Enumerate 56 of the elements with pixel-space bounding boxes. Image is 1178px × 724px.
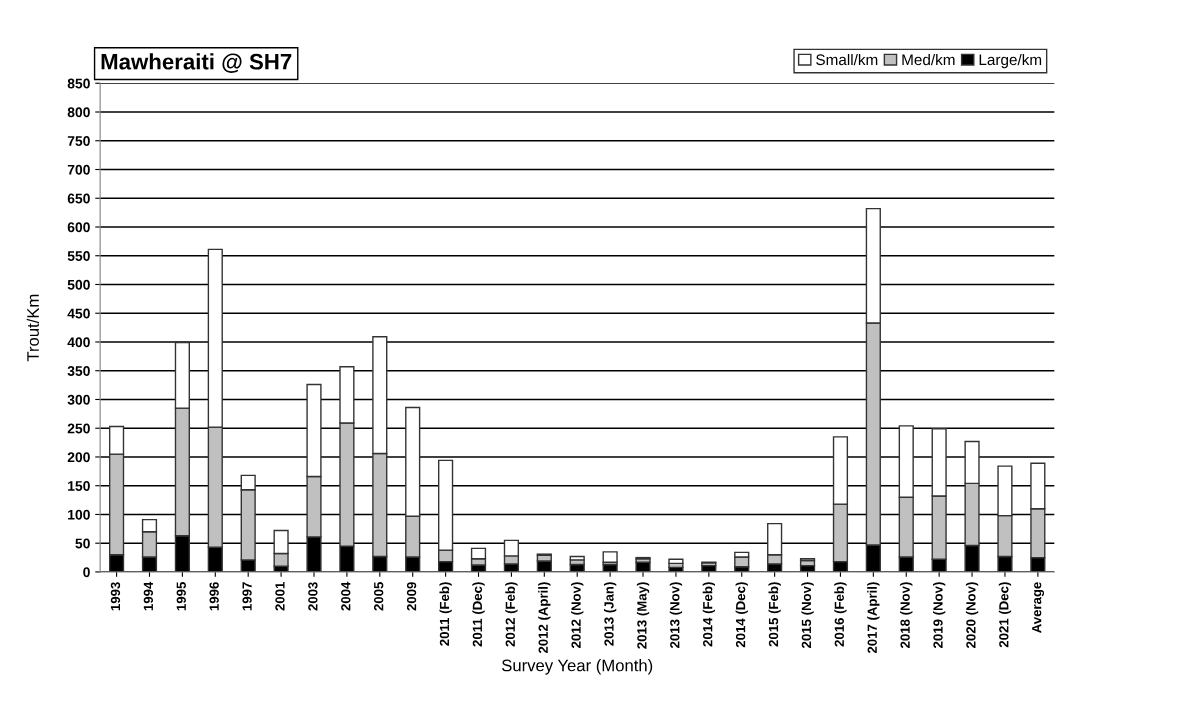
y-tick-label: 700 <box>67 164 90 175</box>
x-tick-label: 2015 (Feb) <box>768 582 781 647</box>
x-tick-label: 2014 (Dec) <box>735 582 748 648</box>
y-tick-label: 800 <box>67 107 90 118</box>
x-tick-label: 2001 <box>275 582 285 611</box>
x-tick-label: 2013 (Jan) <box>603 582 617 646</box>
x-tick-label: 1996 <box>209 582 219 611</box>
legend-label: Med/km <box>902 53 955 66</box>
x-tick-label: 2011 (Feb) <box>439 582 452 646</box>
x-tick-label: 2004 <box>341 581 351 611</box>
x-tick-label: 2017 (April) <box>867 582 880 654</box>
y-tick-label: 750 <box>67 136 90 146</box>
x-tick-label: 2018 (Nov) <box>900 582 913 648</box>
y-tick-label: 450 <box>67 308 90 319</box>
y-tick-label: 600 <box>67 222 90 233</box>
x-tick-label: 2019 (Nov) <box>933 582 946 648</box>
x-tick-label: 2015 (Nov) <box>801 582 814 648</box>
y-tick-label: 50 <box>75 538 90 549</box>
x-tick-label: 2013 (May) <box>636 582 650 649</box>
bar <box>668 558 684 565</box>
y-tick-label: 250 <box>67 423 90 434</box>
chart-title: Mawheraiti @ SH7 <box>101 53 292 73</box>
x-tick-label: 2016 (Feb) <box>834 582 847 647</box>
x-tick-label: 2009 <box>406 582 417 611</box>
x-tick-label: 2012 (Feb) <box>505 582 518 647</box>
legend-label: Small/km <box>816 53 878 66</box>
legend-label: Large/km <box>979 53 1042 69</box>
y-tick-label: 300 <box>67 394 90 405</box>
bar <box>569 555 585 561</box>
x-axis-title: Survey Year (Month) <box>502 659 653 675</box>
y-tick-label: 650 <box>67 193 90 204</box>
x-tick-label: 1997 <box>242 582 252 611</box>
x-tick-label: 2005 <box>374 582 384 611</box>
y-tick-label: 100 <box>68 509 90 520</box>
y-tick-label: 550 <box>67 251 90 261</box>
x-tick-label: 2011 (Dec) <box>472 582 485 647</box>
y-tick-label: 150 <box>68 481 90 491</box>
x-tick-label: 2003 <box>308 582 318 611</box>
x-tick-label: 1993 <box>110 582 121 611</box>
x-tick-label: 2013 (Nov) <box>669 582 683 648</box>
y-axis-title: Trout/Km <box>26 294 39 362</box>
y-tick-label: 200 <box>67 452 90 463</box>
y-tick-label: 350 <box>67 366 90 376</box>
x-tick-label: 2021 (Dec) <box>998 582 1012 648</box>
x-tick-label: Average <box>1032 582 1045 633</box>
x-tick-label: 2012 (Nov) <box>571 582 584 648</box>
y-tick-label: 0 <box>83 567 90 578</box>
y-tick-label: 400 <box>67 337 90 348</box>
x-tick-label: 2020 (Nov) <box>965 582 979 648</box>
x-tick-label: 1994 <box>143 581 154 611</box>
y-tick-label: 500 <box>67 279 90 290</box>
x-tick-label: 1995 <box>176 582 186 611</box>
bar <box>602 551 618 563</box>
x-tick-label: 2012 (April) <box>538 582 551 654</box>
y-tick-label: 850 <box>67 78 90 89</box>
x-tick-label: 2014 (Feb) <box>702 582 715 647</box>
